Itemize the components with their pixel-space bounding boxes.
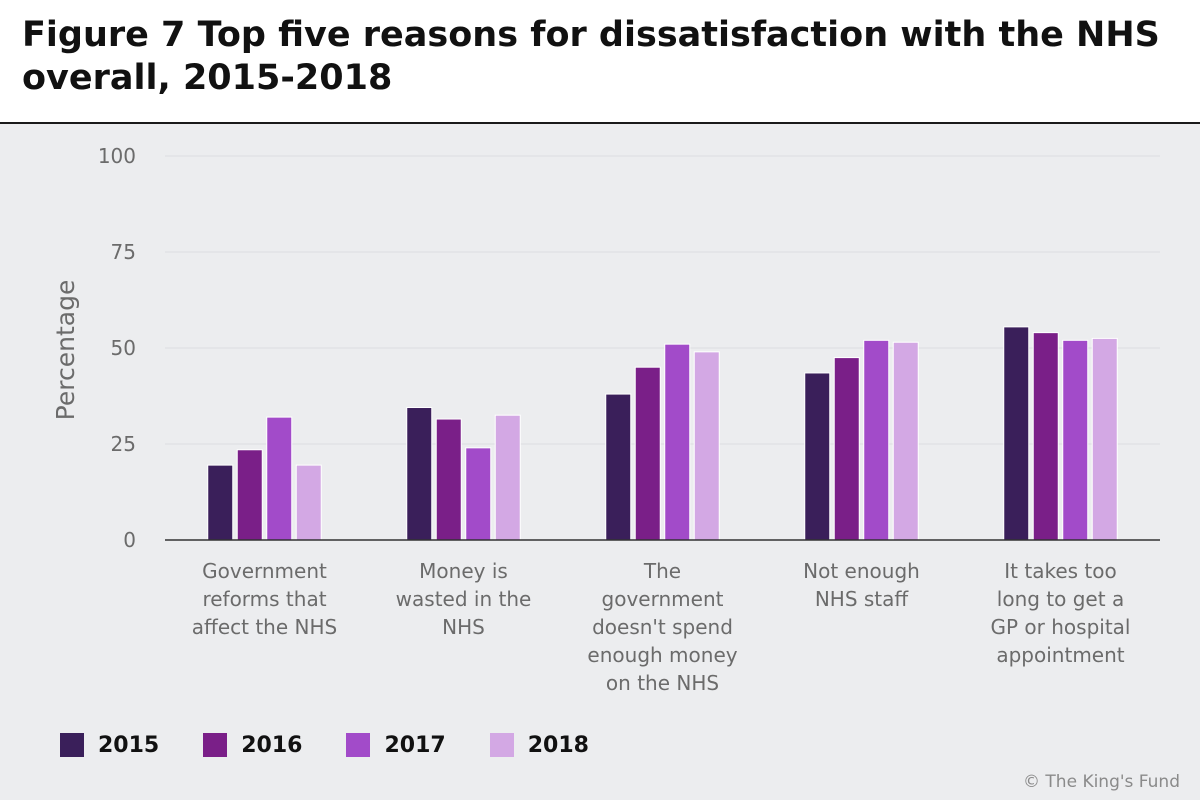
bar-2015-cat1 bbox=[207, 464, 234, 541]
legend-swatch-2016 bbox=[203, 733, 228, 757]
legend-label-2018: 2018 bbox=[527, 732, 589, 758]
x-category-label-3: The government doesn't spend enough money on… bbox=[587, 559, 737, 695]
bar-2018-cat5 bbox=[1091, 337, 1118, 541]
bar-2017-cat5 bbox=[1062, 339, 1089, 541]
legend-item-2016: 2016 bbox=[203, 733, 302, 758]
bar-2016-cat3 bbox=[634, 366, 661, 541]
bar-2016-cat5 bbox=[1032, 332, 1059, 541]
y-tick-label-50: 50 bbox=[111, 336, 136, 360]
bar-2018-cat1 bbox=[295, 464, 322, 541]
bar-2017-cat3 bbox=[664, 343, 691, 541]
bar-2015-cat5 bbox=[1003, 326, 1030, 541]
bar-2017-cat1 bbox=[266, 416, 293, 541]
y-tick-label-25: 25 bbox=[111, 432, 136, 456]
bar-2016-cat4 bbox=[833, 357, 860, 541]
y-tick-label-100: 100 bbox=[98, 144, 136, 168]
y-tick-label-75: 75 bbox=[111, 240, 136, 264]
legend-item-2015: 2015 bbox=[60, 733, 159, 758]
legend-swatch-2015 bbox=[60, 733, 84, 757]
bar-2017-cat2 bbox=[465, 447, 492, 541]
legend-label-2016: 2016 bbox=[241, 732, 303, 758]
legend-swatch-2018 bbox=[489, 733, 514, 757]
bar-2015-cat3 bbox=[605, 393, 632, 541]
legend-label-2015: 2015 bbox=[98, 732, 160, 758]
bar-2016-cat2 bbox=[435, 418, 462, 541]
header: Figure 7 Top five reasons for dissatisfa… bbox=[0, 0, 1200, 124]
y-tick-label-0: 0 bbox=[123, 528, 136, 552]
x-category-label-2: Money is wasted in the NHS bbox=[396, 559, 532, 639]
chart-title: Figure 7 Top five reasons for dissatisfa… bbox=[22, 15, 1160, 98]
legend-item-2018: 2018 bbox=[489, 732, 589, 758]
legend-swatch-2017 bbox=[346, 733, 371, 757]
bar-2016-cat1 bbox=[236, 449, 263, 541]
bar-2017-cat4 bbox=[863, 339, 890, 541]
copyright-credit: © The King's Fund bbox=[1023, 772, 1180, 792]
bar-2018-cat2 bbox=[494, 414, 521, 541]
legend-item-2017: 2017 bbox=[346, 732, 446, 758]
x-category-label-5: It takes too long to get a GP or hospital a… bbox=[991, 559, 1131, 667]
bar-2015-cat4 bbox=[804, 372, 831, 541]
bar-2018-cat4 bbox=[892, 341, 919, 541]
x-category-label-4: Not enough NHS staff bbox=[803, 559, 920, 611]
legend-label-2017: 2017 bbox=[384, 732, 446, 758]
x-category-label-1: Government reforms that affect the NHS bbox=[192, 559, 337, 639]
bar-2015-cat2 bbox=[406, 407, 433, 541]
y-axis-title: Percentage bbox=[51, 280, 80, 421]
legend: 2015 2016 2017 2018 bbox=[60, 730, 633, 760]
bar-2018-cat3 bbox=[693, 351, 720, 541]
